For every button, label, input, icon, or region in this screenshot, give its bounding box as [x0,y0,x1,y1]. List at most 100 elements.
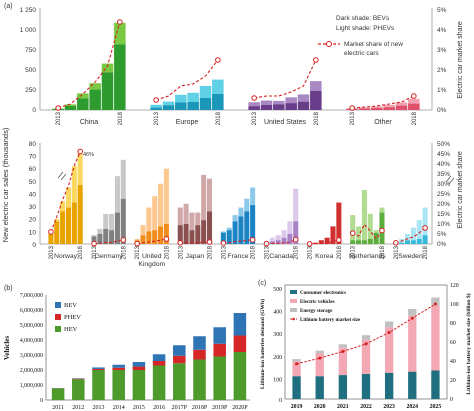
bot-y2tick-9: 5% [437,231,447,238]
europe-share-marker-2013 [153,97,159,103]
panel-b-label: (b) [4,285,13,292]
panel-c-ytick-labels: 500 400 300 200 100 0 120 100 80 60 40 2… [273,283,459,404]
legend-consumer-swatch [290,290,297,294]
europe-bev-bar-2018 [212,94,224,110]
france-bev-bar-2015 [232,221,238,244]
us-share-marker-2018 [313,57,319,63]
energy-storage-bar-2019 [292,359,301,362]
bot-y2tick-7: 15% [437,211,450,218]
b-ytick-6: 1,000,000 [20,383,43,389]
b-xtick-2013: 2013 [93,405,105,411]
bot-ytick-7: 10 [29,229,37,236]
france-bev-bar-2018 [250,205,256,244]
bev-bar-2013 [92,367,105,369]
germany-bev-bar-2013 [91,236,97,244]
france-bev-bar-2013 [220,232,226,244]
hev-bar-2014 [112,370,125,400]
netherlands-share-line [352,223,383,240]
japan-bev-bar-2013 [177,225,183,244]
japan-phev-bar-2016 [195,212,201,226]
uk-bev-bar-2015 [146,231,152,244]
c-xtick-2023: 2023 [383,404,395,410]
norway-bev-bar-2017 [71,202,77,244]
germany-bev-bar-2014 [97,233,103,244]
phev-bar-2016 [152,361,166,366]
legend-phev-swatch [55,314,61,320]
norway-year-label-2018: 2018 [78,245,84,259]
germany-bev-bar-2016 [109,230,115,244]
consumer-electronics-bar-2024 [408,371,417,399]
bot-y2tick-3: 35% [437,171,450,178]
energy-storage-bar-2025 [431,297,440,306]
other-bev-bar-2018 [408,103,420,110]
legend-share-line2: electric cars [344,50,379,57]
axis-break-mark [60,173,67,181]
germany-share-marker-2018 [120,237,127,243]
uk-phev-bar-2017 [158,183,164,227]
other-share-marker-2018 [411,93,417,99]
korea-year-label-2018: 2018 [337,245,343,259]
other-bev-bar-2014 [358,108,371,110]
electric-vehicles-bar-2025 [431,305,440,371]
b-ytick-7: 0 [40,398,43,404]
other-bev-bar-2016 [383,107,395,110]
panel-a-legend: Dark shade: BEVs Light shade: PHEVs Mark… [318,15,403,57]
us-share-line [254,59,317,99]
norway-phev-bar-2018 [77,153,83,185]
netherlands-phev-bar-2017 [373,230,379,233]
panel-b-legend: BEV PHEV HEV [55,302,81,333]
bev-bar-2014 [112,364,125,368]
korea-share-marker-2013 [306,240,313,247]
germany-bev-bar-2015 [103,228,109,244]
us-phev-bar-2016 [285,97,297,104]
hev-bar-2015 [132,370,146,400]
netherlands-phev-bar-2016 [367,213,373,239]
legend-consumer-label: Consumer electronics [300,291,346,296]
panel-b-y-label: Vehicles [3,336,11,361]
sweden-group-label: Sweden [398,253,423,260]
axis-break-mark [445,175,452,183]
korea-bev-bar-2016 [324,237,330,244]
b-ytick-2: 5,000,000 [20,323,43,329]
us-bev-bar-2013 [248,106,260,110]
b-xtick-2018P: 2018P [192,405,208,411]
norway-group-label: Norway [54,253,78,260]
energy-storage-bar-2021 [338,344,348,348]
bev-bar-2017P [173,345,186,356]
us-phev-bar-2013 [248,102,260,107]
axis-break-mark [448,177,455,185]
norway-share-line [50,151,81,233]
c-xtick-2022: 2022 [360,404,372,410]
legend-bev-swatch [55,302,61,308]
market-size-point-2023 [387,331,391,334]
sweden-year-label-2013: 2013 [394,245,400,259]
other-phev-bar-2016 [383,104,395,108]
germany-year-label-2013: 2013 [92,245,98,259]
canada-bev-bar-2018 [293,221,299,244]
canada-share-marker-2018 [292,236,299,243]
europe-bev-bar-2014 [162,105,175,110]
bev-bar-2020P [233,313,247,336]
c-y2tick-2: 80 [450,321,456,327]
electric-vehicles-bar-2022 [361,339,371,374]
europe-bev-bar-2015 [175,102,187,110]
electric-vehicles-bar-2023 [384,327,394,373]
canada-bev-bar-2014 [269,241,275,244]
hev-bar-2012 [72,379,85,400]
europe-phev-bar-2018 [212,79,224,94]
canada-bev-bar-2015 [275,240,281,244]
france-phev-bar-2015 [232,215,238,222]
france-phev-bar-2018 [250,187,256,206]
top-y2tick-0: 5% [437,7,447,14]
japan-phev-bar-2013 [177,207,183,226]
bev-bar-2016 [152,354,166,361]
top-y2tick-1: 4% [437,27,447,34]
panel-a-bottom-y2-label: Electric car market share [457,151,464,229]
china-bev-bar-2015 [77,98,89,110]
top-y2tick-3: 2% [437,67,447,74]
netherlands-phev-bar-2018 [379,207,385,213]
germany-group-label: Germany [95,253,124,260]
c-y2tick-5: 20 [450,378,456,384]
panel-c-y2-label: Lithium-ion battery market size (billion… [465,293,472,394]
